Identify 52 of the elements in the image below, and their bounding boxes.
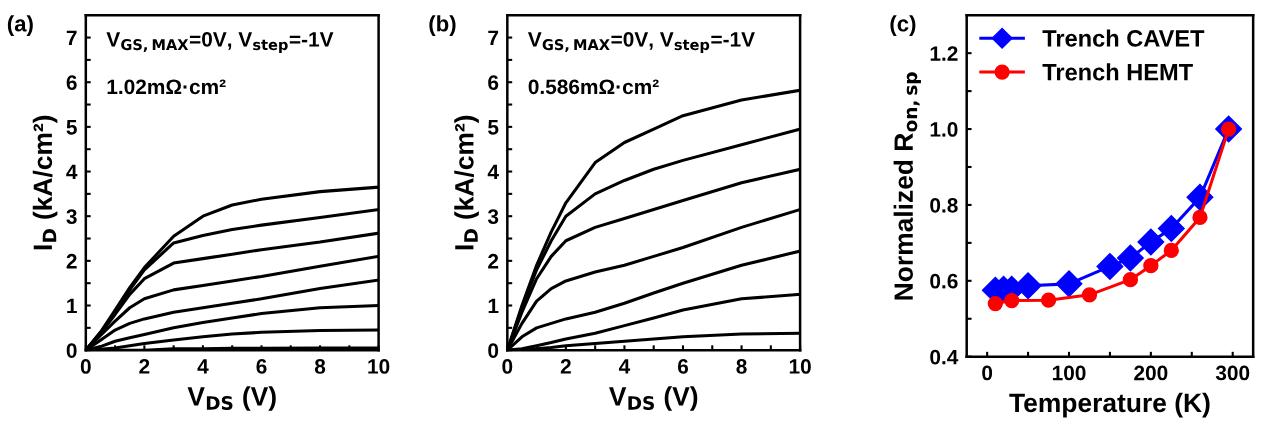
y-tick-label: 3 (66, 209, 77, 224)
y-tick-label: 4 (66, 164, 78, 180)
annotation: 1.02mΩ·cm² (107, 79, 226, 95)
y-tick-label: 2 (66, 253, 77, 269)
x-tick-label: 4 (618, 359, 631, 374)
y-tick-label: 0 (66, 343, 77, 358)
y-tick-label: 6 (66, 75, 77, 90)
y-tick-label: 1 (67, 298, 77, 314)
y-tick-label: 5 (66, 120, 77, 135)
x-tick-label: 2 (139, 359, 150, 374)
y-tick-label: 0.8 (930, 197, 958, 213)
annotation: V$_{GS,MAX}$=0V, V$_{step}$=-1V (106, 31, 334, 53)
y-tick-label: 2 (488, 253, 499, 269)
annotation: 0.586mΩ·cm² (528, 79, 659, 95)
x-tick-label: 2 (560, 359, 571, 374)
x-tick-label: 0 (80, 359, 91, 374)
chart-title: (c) (890, 15, 916, 36)
x-tick-label: 0 (982, 365, 993, 381)
y-axis-title: I$_{D}$ (kA/cm²) (454, 115, 479, 250)
y-tick-label: 7 (66, 30, 77, 46)
y-axis-title: Normalized R$_{on,sp}$ (893, 72, 921, 300)
y-tick-label: 1.0 (930, 122, 958, 137)
y-tick-label: 5 (488, 120, 499, 135)
y-axis-title: I$_{D}$ (kA/cm²) (32, 115, 58, 250)
y-tick-label: 1.2 (930, 46, 958, 61)
x-tick-label: 8 (736, 359, 747, 374)
x-tick-label: 10 (789, 359, 811, 374)
annotation: V$_{GS,MAX}$=0V, V$_{step}$=-1V (527, 31, 755, 53)
y-tick-label: 0 (488, 343, 499, 358)
x-tick-label: 300 (1215, 365, 1250, 381)
y-tick-label: 7 (488, 30, 499, 46)
x-tick-label: 10 (368, 359, 390, 374)
legend-label: Trench CAVET (1042, 29, 1205, 47)
y-tick-label: 0.4 (930, 349, 959, 365)
x-tick-label: 100 (1052, 365, 1086, 381)
x-tick-label: 0 (502, 359, 513, 374)
x-axis-title: V$_{DS}$ (V) (187, 386, 276, 411)
y-tick-label: 1 (488, 298, 499, 314)
x-axis-title: V$_{DS}$ (V) (609, 386, 698, 411)
y-tick-label: 3 (487, 209, 499, 224)
y-tick-label: 0.6 (930, 273, 958, 289)
legend-label: Trench HEMT (1042, 63, 1193, 81)
x-tick-label: 6 (677, 359, 689, 374)
y-tick-label: 6 (488, 75, 499, 90)
x-tick-label: 8 (314, 359, 326, 374)
y-tick-label: 4 (487, 164, 499, 180)
x-tick-label: 6 (256, 359, 267, 374)
chart-title: (a) (7, 15, 33, 36)
x-tick-label: 200 (1134, 365, 1168, 381)
x-tick-label: 4 (197, 359, 209, 374)
x-axis-title: Temperature (K) (1009, 392, 1210, 418)
chart-title: (b) (429, 15, 456, 36)
